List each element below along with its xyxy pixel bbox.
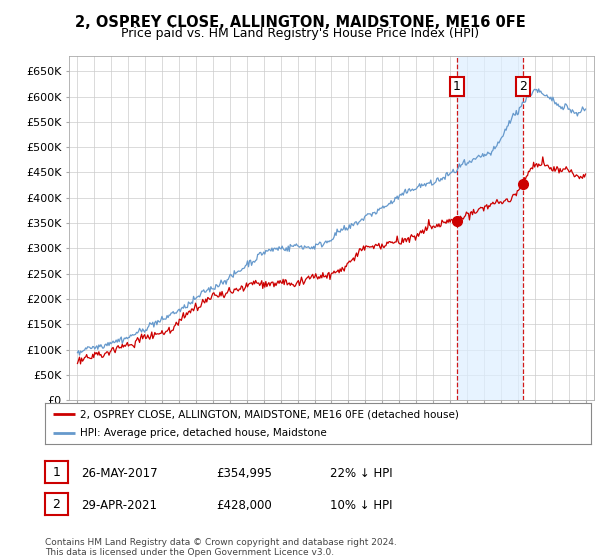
- Text: 2, OSPREY CLOSE, ALLINGTON, MAIDSTONE, ME16 0FE: 2, OSPREY CLOSE, ALLINGTON, MAIDSTONE, M…: [74, 15, 526, 30]
- Text: 29-APR-2021: 29-APR-2021: [81, 498, 157, 512]
- Text: 26-MAY-2017: 26-MAY-2017: [81, 466, 158, 480]
- Text: HPI: Average price, detached house, Maidstone: HPI: Average price, detached house, Maid…: [80, 428, 327, 438]
- Text: 1: 1: [453, 80, 461, 93]
- Text: 2: 2: [520, 80, 527, 93]
- Text: £354,995: £354,995: [216, 466, 272, 480]
- Text: 1: 1: [52, 465, 61, 479]
- Bar: [457, 56, 523, 400]
- Text: Contains HM Land Registry data © Crown copyright and database right 2024.
This d: Contains HM Land Registry data © Crown c…: [45, 538, 397, 557]
- Text: 2, OSPREY CLOSE, ALLINGTON, MAIDSTONE, ME16 0FE (detached house): 2, OSPREY CLOSE, ALLINGTON, MAIDSTONE, M…: [80, 409, 460, 419]
- Text: 10% ↓ HPI: 10% ↓ HPI: [330, 498, 392, 512]
- Text: 2: 2: [52, 497, 61, 511]
- Text: Price paid vs. HM Land Registry's House Price Index (HPI): Price paid vs. HM Land Registry's House …: [121, 27, 479, 40]
- Text: 22% ↓ HPI: 22% ↓ HPI: [330, 466, 392, 480]
- Text: £428,000: £428,000: [216, 498, 272, 512]
